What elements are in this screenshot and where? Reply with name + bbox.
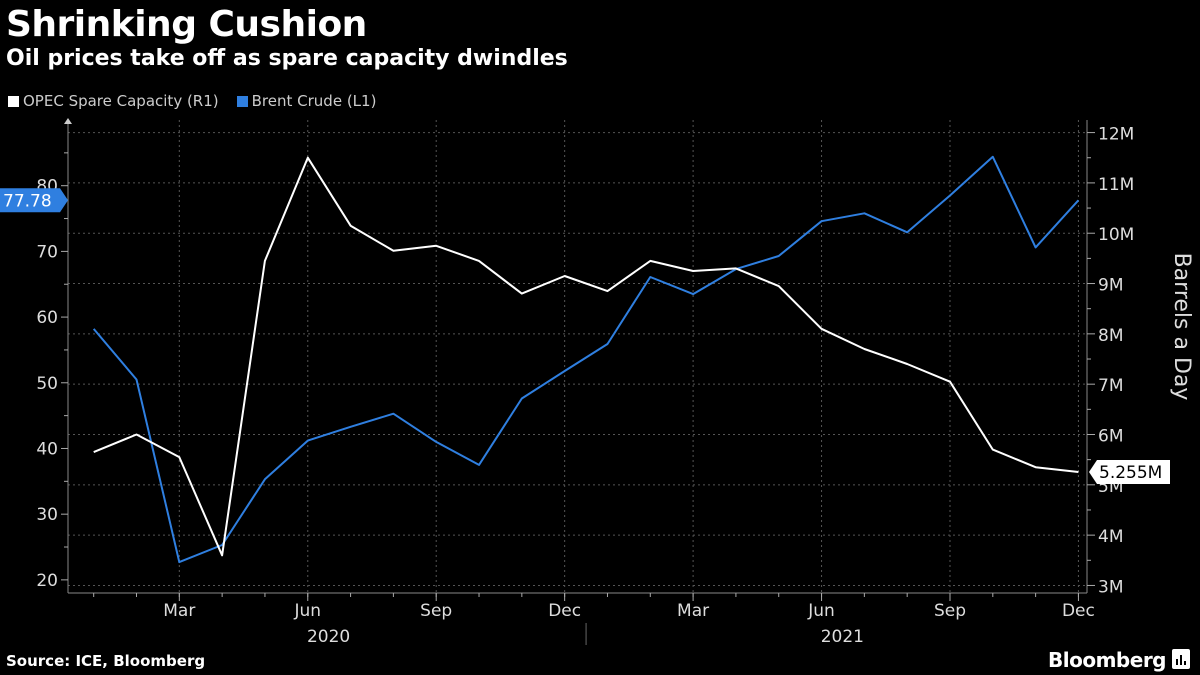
- x-tick-label: Jun: [293, 601, 321, 621]
- x-tick-label: Mar: [163, 601, 195, 621]
- left-tick-label: 70: [36, 242, 58, 262]
- chart-subtitle: Oil prices take off as spare capacity dw…: [6, 46, 568, 71]
- left-tick-label: 50: [36, 374, 58, 394]
- right-tick-label: 7M: [1098, 376, 1123, 396]
- legend-label-brent: Brent Crude (L1): [251, 92, 377, 110]
- bloomberg-logo: Bloomberg: [1048, 648, 1166, 672]
- source-note: Source: ICE, Bloomberg: [6, 652, 206, 670]
- right-tick-label: 11M: [1098, 175, 1134, 195]
- right-tick-label: 6M: [1098, 426, 1123, 446]
- right-tick-label: 9M: [1098, 276, 1123, 296]
- left-tick-label: 60: [36, 308, 58, 328]
- x-tick-label: Dec: [548, 601, 581, 621]
- legend-swatch-brent: [236, 95, 248, 107]
- bloomberg-chart-icon: [1172, 649, 1190, 669]
- opec-spare-capacity-line: [93, 156, 1079, 557]
- x-tick-label: Jun: [807, 601, 835, 621]
- legend: OPEC Spare Capacity (R1) Brent Crude (L1…: [8, 92, 376, 110]
- right-tick-label: 4M: [1098, 527, 1123, 547]
- left-axis-arrow: [64, 118, 72, 124]
- right-tick-label: 8M: [1098, 326, 1123, 346]
- legend-item-brent: Brent Crude (L1): [236, 92, 377, 110]
- right-axis-title: Barrels a Day: [1169, 253, 1194, 401]
- opec-last-value-box: [1089, 459, 1170, 484]
- legend-item-opec: OPEC Spare Capacity (R1): [8, 92, 219, 110]
- brent-crude-line: [92, 155, 1080, 564]
- left-tick-label: 40: [36, 439, 58, 459]
- legend-label-opec: OPEC Spare Capacity (R1): [23, 92, 219, 110]
- year-label: 2021: [821, 627, 864, 647]
- x-tick-label: Sep: [934, 601, 966, 621]
- opec-last-value-label: 5.255M: [1099, 463, 1162, 483]
- left-tick-label: 20: [36, 571, 58, 591]
- x-tick-label: Dec: [1062, 601, 1095, 621]
- right-tick-label: 3M: [1098, 577, 1123, 597]
- brent-last-value-box: [0, 188, 68, 213]
- year-label: 2020: [307, 627, 350, 647]
- x-tick-label: Mar: [677, 601, 709, 621]
- x-tick-label: Sep: [420, 601, 452, 621]
- brent-last-value-label: 77.78: [3, 191, 52, 211]
- right-tick-label: 10M: [1098, 225, 1134, 245]
- left-tick-label: 30: [36, 505, 58, 525]
- right-tick-label: 12M: [1098, 125, 1134, 145]
- chart-title: Shrinking Cushion: [6, 4, 367, 45]
- legend-swatch-opec: [8, 95, 19, 107]
